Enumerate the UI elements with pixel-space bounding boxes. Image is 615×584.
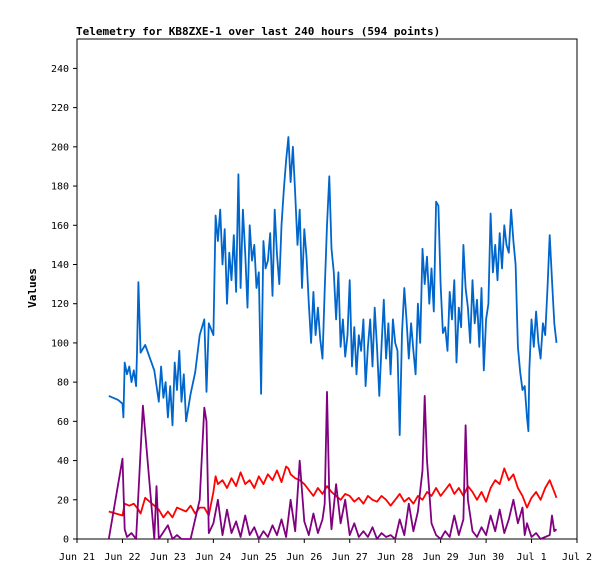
y-axis-label: Values: [26, 268, 39, 308]
series-line-3: [107, 390, 558, 540]
plot-frame: [76, 38, 578, 540]
x-tick-label: Jun 22: [104, 552, 140, 563]
y-tick-label: 160: [51, 221, 69, 232]
y-tick-label: 40: [57, 456, 69, 467]
y-tick-label: 0: [63, 535, 69, 546]
chart-title: Telemetry for KB8ZXE-1 over last 240 hou…: [76, 25, 440, 38]
x-tick-label: Jul 1: [516, 552, 546, 563]
x-axis-ticks: Jun 21 Jun 22 Jun 23 Jun 24 Jun 25 Jun 26 Jun …: [59, 539, 592, 563]
series-layer: [107, 136, 558, 540]
y-tick-label: 20: [57, 495, 69, 506]
x-tick-label: Jun 27: [332, 552, 368, 563]
series-line-1: [108, 136, 558, 437]
x-tick-label: Jul 2: [562, 552, 592, 563]
x-tick-label: Jun 28: [377, 552, 413, 563]
y-tick-label: 60: [57, 417, 69, 428]
x-tick-label: Jun 29: [423, 552, 459, 563]
x-tick-label: Jun 30: [468, 552, 504, 563]
y-tick-label: 80: [57, 378, 69, 389]
x-tick-label: Jun 21: [59, 552, 95, 563]
x-tick-label: Jun 26: [286, 552, 322, 563]
y-axis-ticks: 0 20 40 60 80 100 120 140 160 180 200 220 240: [51, 64, 77, 546]
y-tick-label: 100: [51, 338, 69, 349]
y-tick-label: 240: [51, 64, 69, 75]
y-tick-label: 180: [51, 182, 69, 193]
y-tick-label: 200: [51, 142, 69, 153]
y-tick-label: 220: [51, 103, 69, 114]
x-tick-label: Jun 24: [195, 552, 231, 563]
x-tick-label: Jun 23: [150, 552, 186, 563]
y-tick-label: 140: [51, 260, 69, 271]
y-tick-label: 120: [51, 299, 69, 310]
x-tick-label: Jun 25: [241, 552, 277, 563]
